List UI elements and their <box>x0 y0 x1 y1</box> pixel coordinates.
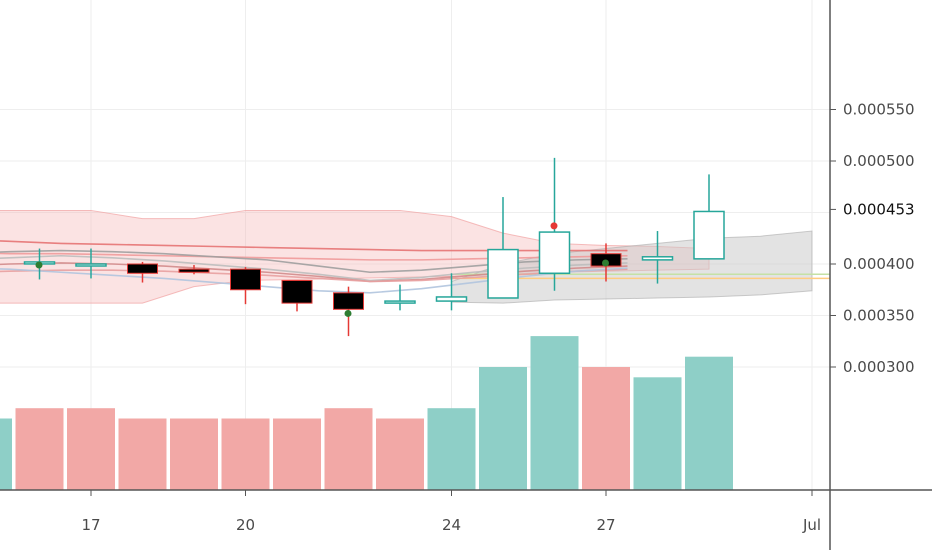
candle-body <box>333 292 364 310</box>
candles <box>23 157 725 337</box>
volume-bar <box>530 336 579 490</box>
volume-bar <box>376 418 424 490</box>
volume-bar <box>273 418 321 490</box>
volume-bar <box>118 418 167 490</box>
y-tick-label: 0.000350 <box>843 307 915 325</box>
y-tick-label: 0.000500 <box>843 152 915 170</box>
candle-body <box>435 296 468 302</box>
volume-bar <box>479 367 527 490</box>
signal-marker <box>35 261 43 269</box>
volume-bar <box>15 408 64 490</box>
x-tick-label: 20 <box>236 516 255 534</box>
candle-body <box>538 231 571 275</box>
y-tick-label: 0.000550 <box>843 101 915 119</box>
volume-bar <box>170 418 218 490</box>
signal-marker <box>550 222 558 230</box>
x-tick-label: Jul <box>802 516 821 534</box>
volume-bar <box>633 377 682 490</box>
candle-body <box>127 263 158 274</box>
candle-body <box>178 268 210 273</box>
x-tick-label: 17 <box>81 516 100 534</box>
volume-bar <box>324 408 373 490</box>
candle-body <box>230 268 261 291</box>
volume-bar <box>67 408 115 490</box>
candle-body <box>641 256 674 261</box>
x-tick-label: 27 <box>596 516 615 534</box>
current-price-label: 0.000453 <box>843 200 915 218</box>
candle-body <box>693 210 725 260</box>
volume-bar <box>685 356 733 490</box>
candle-body <box>281 279 313 304</box>
volume-bar <box>427 408 476 490</box>
y-tick-label: 0.000300 <box>843 358 915 376</box>
signal-marker <box>602 259 609 267</box>
candle-body <box>487 248 519 299</box>
x-tick-label: 24 <box>442 516 461 534</box>
volume-bars <box>0 336 733 490</box>
y-tick-label: 0.000400 <box>843 255 915 273</box>
volume-bar <box>0 418 12 490</box>
signal-markers <box>35 222 609 317</box>
candle-body <box>75 263 107 267</box>
volume-bar <box>221 418 270 490</box>
candle-body <box>384 300 416 304</box>
signal-marker <box>344 309 352 317</box>
volume-bar <box>582 367 630 490</box>
